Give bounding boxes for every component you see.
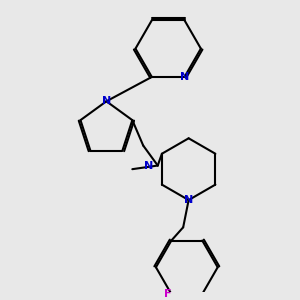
Text: F: F <box>164 289 172 299</box>
Text: N: N <box>102 96 111 106</box>
Text: N: N <box>144 160 153 170</box>
Text: N: N <box>180 72 189 82</box>
Text: N: N <box>184 195 193 205</box>
